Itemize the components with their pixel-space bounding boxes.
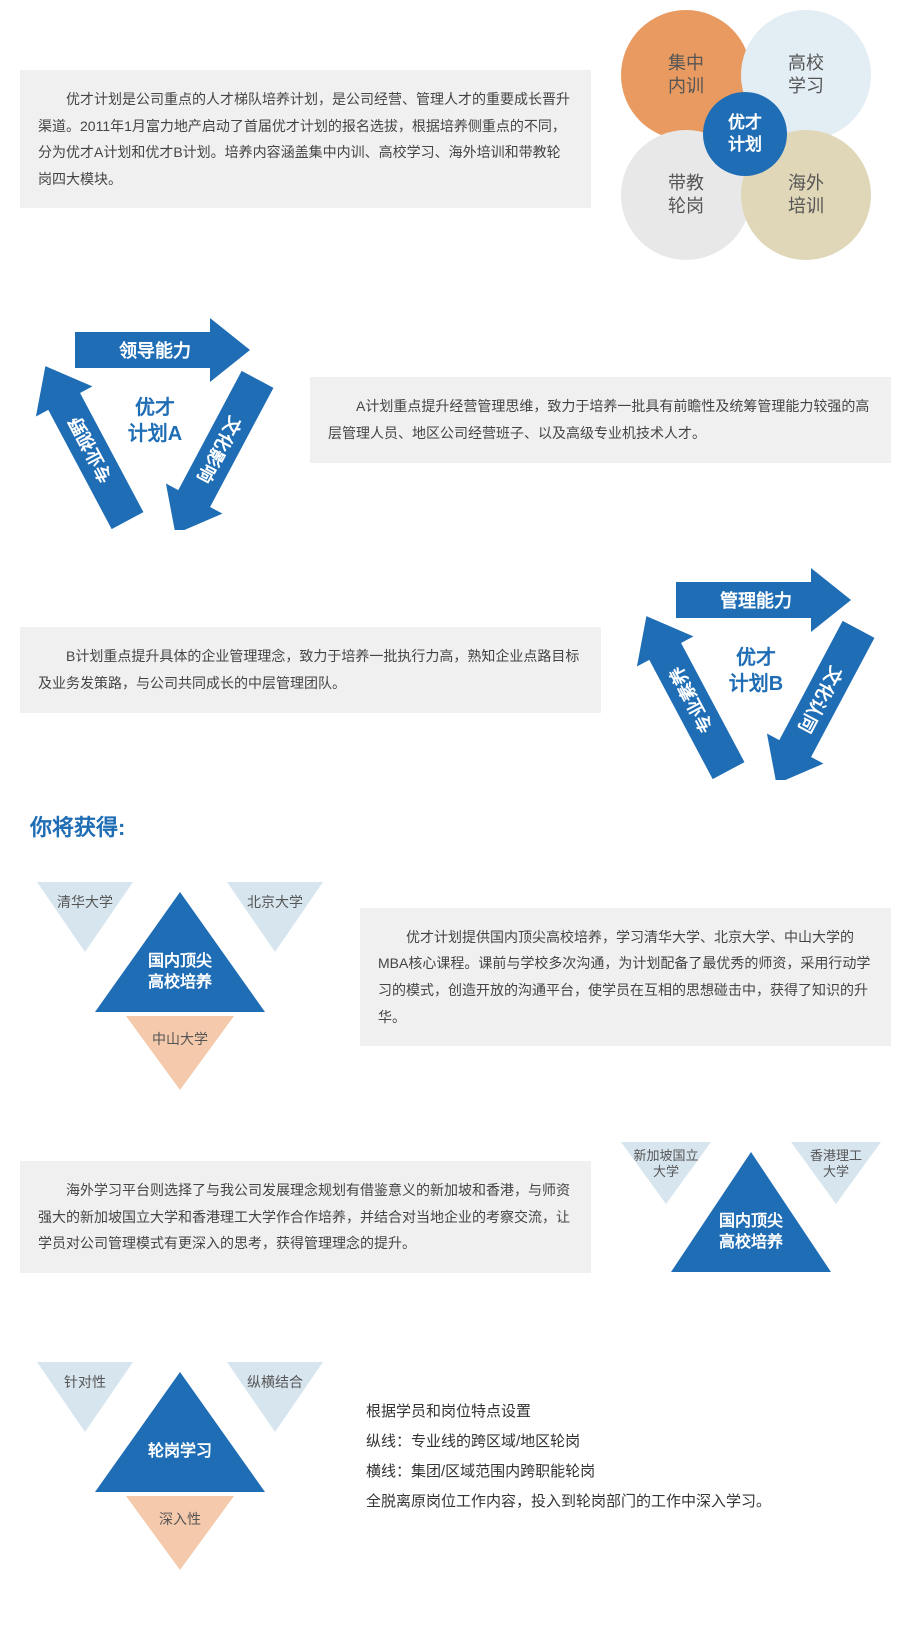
rotation-bullet: 纵线：专业线的跨区域/地区轮岗: [366, 1427, 771, 1457]
venn-diagram: 集中内训高校学习带教轮岗海外培训优才计划: [601, 10, 891, 280]
rotation-bullets: 根据学员和岗位特点设置纵线：专业线的跨区域/地区轮岗横线：集团/区域范围内跨职能…: [360, 1397, 771, 1517]
intro-text: 优才计划是公司重点的人才梯队培养计划，是公司经营、管理人才的重要成长晋升渠道。2…: [20, 70, 591, 208]
plan-b-text: B计划重点提升具体的企业管理理念，致力于培养一批执行力高，熟知企业点路目标及业务…: [20, 627, 601, 712]
venn-center: 优才计划: [703, 92, 787, 176]
domestic-main-label: 国内顶尖高校培养: [20, 952, 340, 994]
benefits-subtitle: 你将获得:: [30, 810, 891, 842]
plan-a-diagram: 领导能力文化影响专业视野 优才计划A: [20, 310, 290, 530]
svg-text:新加坡国立: 新加坡国立: [633, 1148, 698, 1163]
domestic-text: 优才计划提供国内顶尖高校培养，学习清华大学、北京大学、中山大学的MBA核心课程。…: [360, 908, 891, 1046]
plan-a-paragraph: A计划重点提升经营管理思维，致力于培养一批具有前瞻性及统筹管理能力较强的高层管理…: [328, 393, 873, 446]
overseas-diagram: 新加坡国立大学香港理工大学 国内顶尖高校培养: [611, 1132, 891, 1302]
plan-b-center-label: 优才计划B: [621, 645, 891, 697]
plan-a-center-label: 优才计划A: [20, 395, 290, 447]
svg-text:深入性: 深入性: [159, 1511, 201, 1527]
svg-text:香港理工: 香港理工: [810, 1148, 862, 1163]
svg-text:中山大学: 中山大学: [152, 1031, 208, 1047]
intro-paragraph: 优才计划是公司重点的人才梯队培养计划，是公司经营、管理人才的重要成长晋升渠道。2…: [38, 86, 573, 192]
domestic-section: 清华大学 北京大学中山大学 国内顶尖高校培养 优才计划提供国内顶尖高校培养，学习清…: [20, 862, 891, 1092]
svg-text:纵横结合: 纵横结合: [247, 1374, 303, 1390]
plan-b-paragraph: B计划重点提升具体的企业管理理念，致力于培养一批执行力高，熟知企业点路目标及业务…: [38, 643, 583, 696]
svg-text:大学: 大学: [653, 1164, 679, 1179]
overseas-main-label: 国内顶尖高校培养: [611, 1212, 891, 1254]
rotation-section: 针对性 纵横结合深入性 轮岗学习 根据学员和岗位特点设置纵线：专业线的跨区域/地区…: [20, 1342, 891, 1572]
svg-text:清华大学: 清华大学: [57, 894, 113, 910]
rotation-main-label: 轮岗学习: [20, 1442, 340, 1463]
plan-b-diagram: 管理能力文化认同专业素养 优才计划B: [621, 560, 891, 780]
svg-text:针对性: 针对性: [64, 1374, 106, 1390]
domestic-paragraph: 优才计划提供国内顶尖高校培养，学习清华大学、北京大学、中山大学的MBA核心课程。…: [378, 924, 873, 1030]
overseas-section: 海外学习平台则选择了与我公司发展理念规划有借鉴意义的新加坡和香港，与师资强大的新…: [20, 1132, 891, 1302]
svg-text:管理能力: 管理能力: [720, 590, 792, 611]
rotation-bullet: 横线：集团/区域范围内跨职能轮岗: [366, 1457, 771, 1487]
plan-a-text: A计划重点提升经营管理思维，致力于培养一批具有前瞻性及统筹管理能力较强的高层管理…: [310, 377, 891, 462]
plan-a-section: 领导能力文化影响专业视野 优才计划A A计划重点提升经营管理思维，致力于培养一批…: [20, 310, 891, 530]
domestic-diagram: 清华大学 北京大学中山大学 国内顶尖高校培养: [20, 862, 340, 1092]
overseas-paragraph: 海外学习平台则选择了与我公司发展理念规划有借鉴意义的新加坡和香港，与师资强大的新…: [38, 1177, 573, 1257]
overseas-text: 海外学习平台则选择了与我公司发展理念规划有借鉴意义的新加坡和香港，与师资强大的新…: [20, 1161, 591, 1273]
svg-text:领导能力: 领导能力: [119, 340, 191, 361]
rotation-bullet: 根据学员和岗位特点设置: [366, 1397, 771, 1427]
svg-text:北京大学: 北京大学: [247, 894, 303, 910]
rotation-bullet: 全脱离原岗位工作内容，投入到轮岗部门的工作中深入学习。: [366, 1487, 771, 1517]
plan-b-section: B计划重点提升具体的企业管理理念，致力于培养一批执行力高，熟知企业点路目标及业务…: [20, 560, 891, 780]
intro-section: 优才计划是公司重点的人才梯队培养计划，是公司经营、管理人才的重要成长晋升渠道。2…: [20, 10, 891, 280]
rotation-diagram: 针对性 纵横结合深入性 轮岗学习: [20, 1342, 340, 1572]
svg-text:大学: 大学: [823, 1164, 849, 1179]
